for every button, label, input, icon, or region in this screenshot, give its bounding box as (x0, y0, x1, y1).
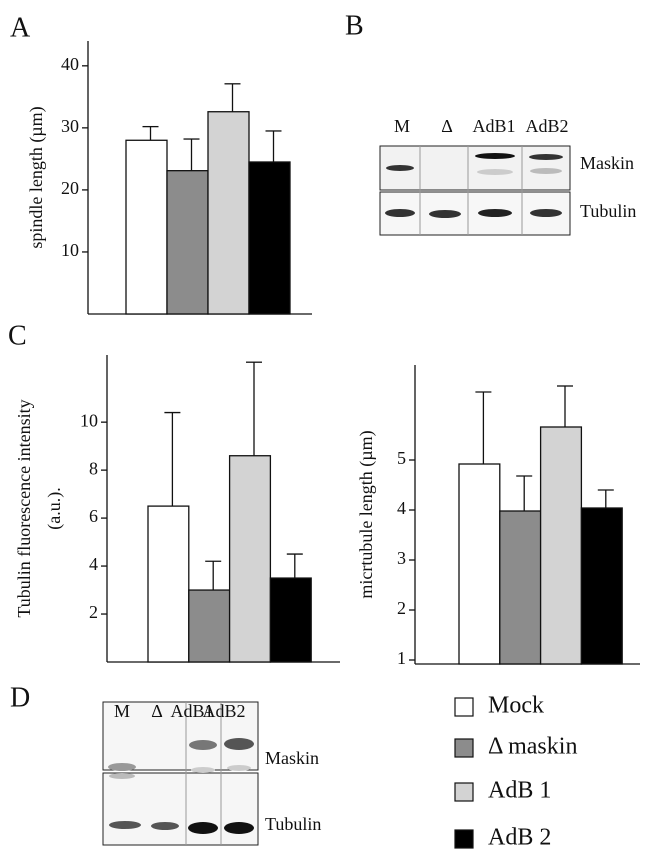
y-tick-label: 3 (397, 548, 406, 568)
figure: A B C D M Δ AdB1 AdB2 Maskin Tubulin (0, 0, 652, 854)
bar (500, 511, 541, 664)
y-tick-label: 20 (61, 178, 79, 198)
bar (189, 590, 230, 662)
bar (148, 506, 189, 662)
lane-label: M (114, 701, 130, 721)
panel-label: A (10, 12, 31, 43)
legend-swatch (455, 830, 473, 848)
y-tick-label: 8 (89, 458, 98, 478)
panel-label: C (8, 320, 27, 351)
y-tick-label: 5 (397, 448, 406, 468)
legend-label: Mock (488, 693, 544, 719)
y-tick-label: 30 (61, 116, 79, 136)
lane-label: Δ (151, 701, 163, 721)
legend-swatch (455, 739, 473, 757)
legend-swatch (455, 698, 473, 716)
y-tick-label: 2 (397, 598, 406, 618)
y-tick-label: 6 (89, 506, 98, 526)
y-axis-label: (a.u.). (44, 487, 65, 529)
y-tick-label: 2 (89, 602, 98, 622)
legend-label: AdB 2 (488, 825, 551, 851)
blot-b (380, 146, 570, 235)
y-tick-label: 40 (61, 54, 79, 74)
bar (167, 171, 208, 314)
bar (581, 508, 622, 664)
y-tick-label: 10 (61, 240, 79, 260)
bar (230, 456, 271, 662)
bar (541, 427, 582, 664)
row-label: Maskin (580, 153, 634, 173)
lane-label: AdB1 (472, 116, 515, 136)
y-axis-label: Tubulin fluorescence intensity (14, 399, 34, 617)
bar (126, 140, 167, 314)
legend-label: AdB 1 (488, 778, 551, 804)
bar (459, 464, 500, 664)
panel-label: D (10, 682, 30, 713)
lane-label: AdB2 (525, 116, 568, 136)
y-tick-label: 1 (397, 648, 406, 668)
lane-label: AdB2 (202, 701, 245, 721)
y-tick-label: 4 (397, 498, 406, 518)
panel-label: B (345, 10, 364, 41)
bar (270, 578, 311, 662)
y-tick-label: 4 (89, 554, 98, 574)
lane-label: Δ (441, 116, 453, 136)
blot-d (103, 702, 258, 845)
row-label: Tubulin (580, 201, 636, 221)
lane-label: M (394, 116, 410, 136)
bar (249, 162, 290, 314)
row-label: Tubulin (265, 814, 321, 834)
y-axis-label: spindle length (µm) (26, 106, 47, 248)
legend-label: Δ maskin (488, 734, 577, 760)
y-tick-label: 10 (80, 410, 98, 430)
y-axis-label: micrtubule length (µm) (356, 430, 377, 598)
legend-swatch (455, 783, 473, 801)
row-label: Maskin (265, 748, 319, 768)
bar (208, 112, 249, 314)
